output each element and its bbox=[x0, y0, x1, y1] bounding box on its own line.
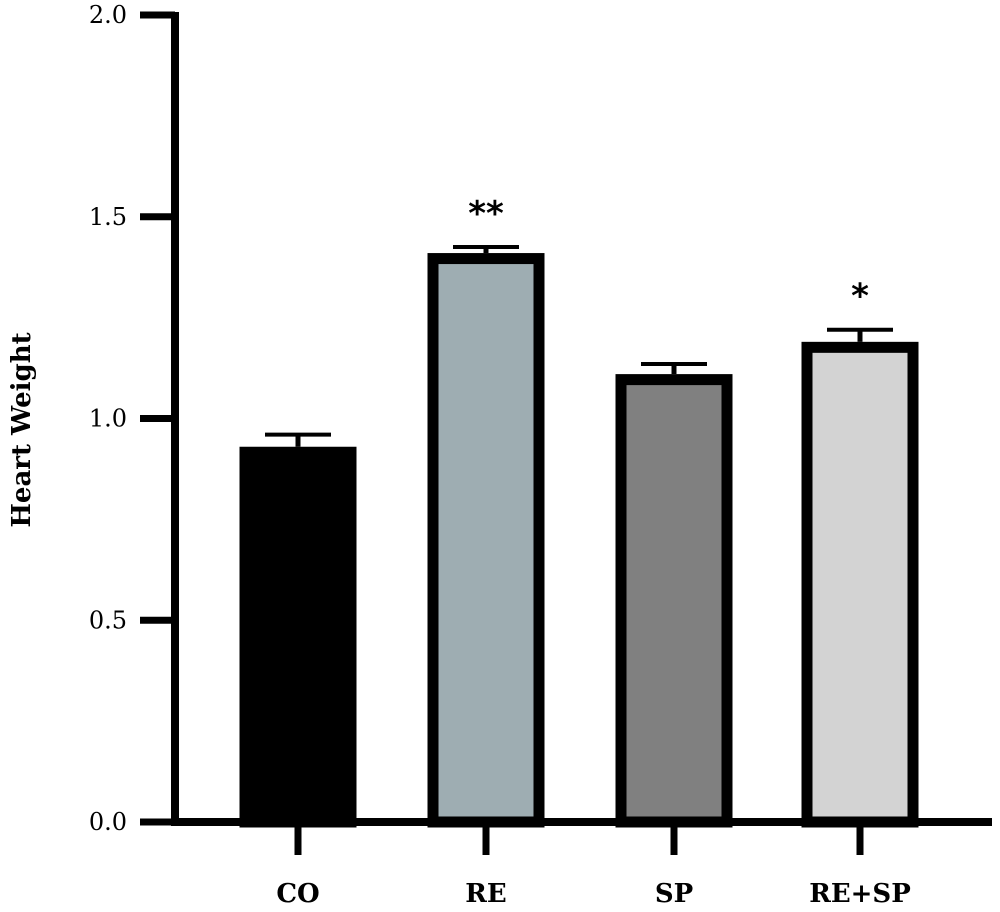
y-tick-label: 1.5 bbox=[89, 203, 127, 231]
bar-re-sp bbox=[801, 341, 919, 828]
bars bbox=[239, 253, 919, 828]
x-tick-label: RE+SP bbox=[809, 879, 911, 909]
y-axis: 0.0 0.5 1.0 1.5 2.0 bbox=[89, 1, 179, 836]
bar-re bbox=[427, 253, 545, 828]
significance-marker: ** bbox=[468, 194, 504, 234]
labels: CO RE ** SP RE+SP * bbox=[276, 194, 910, 909]
x-tick-label: SP bbox=[655, 879, 693, 909]
significance-marker: * bbox=[851, 277, 869, 317]
y-tick-label: 0.0 bbox=[89, 808, 127, 836]
x-tick-label: RE bbox=[465, 879, 506, 909]
y-tick-label: 0.5 bbox=[89, 606, 127, 634]
error-bars bbox=[265, 245, 893, 447]
x-tick-label: CO bbox=[276, 879, 319, 909]
bar-co bbox=[239, 446, 357, 828]
y-axis-title: Heart Weight bbox=[7, 332, 37, 527]
y-tick-label: 2.0 bbox=[89, 1, 127, 29]
bar-sp bbox=[615, 374, 733, 828]
y-tick-label: 1.0 bbox=[89, 405, 127, 433]
